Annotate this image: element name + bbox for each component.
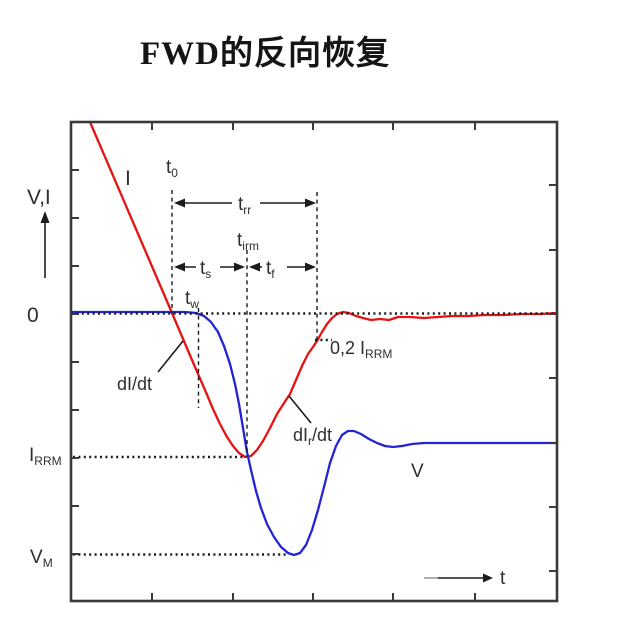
tw-label: tw [185,288,199,311]
didt-pointer-line [157,340,184,373]
guide-lines [71,190,557,556]
tf-label-bg [262,257,287,275]
curves [69,120,559,557]
current-label: I [125,167,131,190]
ts-label: ts [200,258,211,281]
trr-label: trr [238,194,251,217]
irrm-label: IRRM [29,445,62,468]
trr-label-bg [232,193,260,211]
t-axis-label: t [500,568,506,589]
voltage-curve [69,310,559,557]
dirdt-pointer-line [288,395,312,424]
voltage-label: V [411,461,424,482]
zero-label: 0 [27,304,39,327]
figure-title: FWD的反向恢复 [140,36,390,72]
vm-label: VM [30,547,53,570]
t-axis-arrow-icon [424,573,493,583]
tf-label: tf [266,258,275,281]
didt-label: dI/dt [117,374,152,394]
tirm-label: tirm [237,230,259,253]
plot-border [69,120,559,603]
tick-marks [71,122,557,601]
t0-label: t0 [166,157,178,180]
y-axis-arrow-icon [40,211,50,278]
ts-label-bg [196,257,220,275]
current-curve [88,120,559,459]
y-axis-label: V,I [27,186,51,209]
dirdt-label: dIr/dt [293,425,332,448]
p02-irrm-label: 0,2 IRRM [330,338,392,361]
